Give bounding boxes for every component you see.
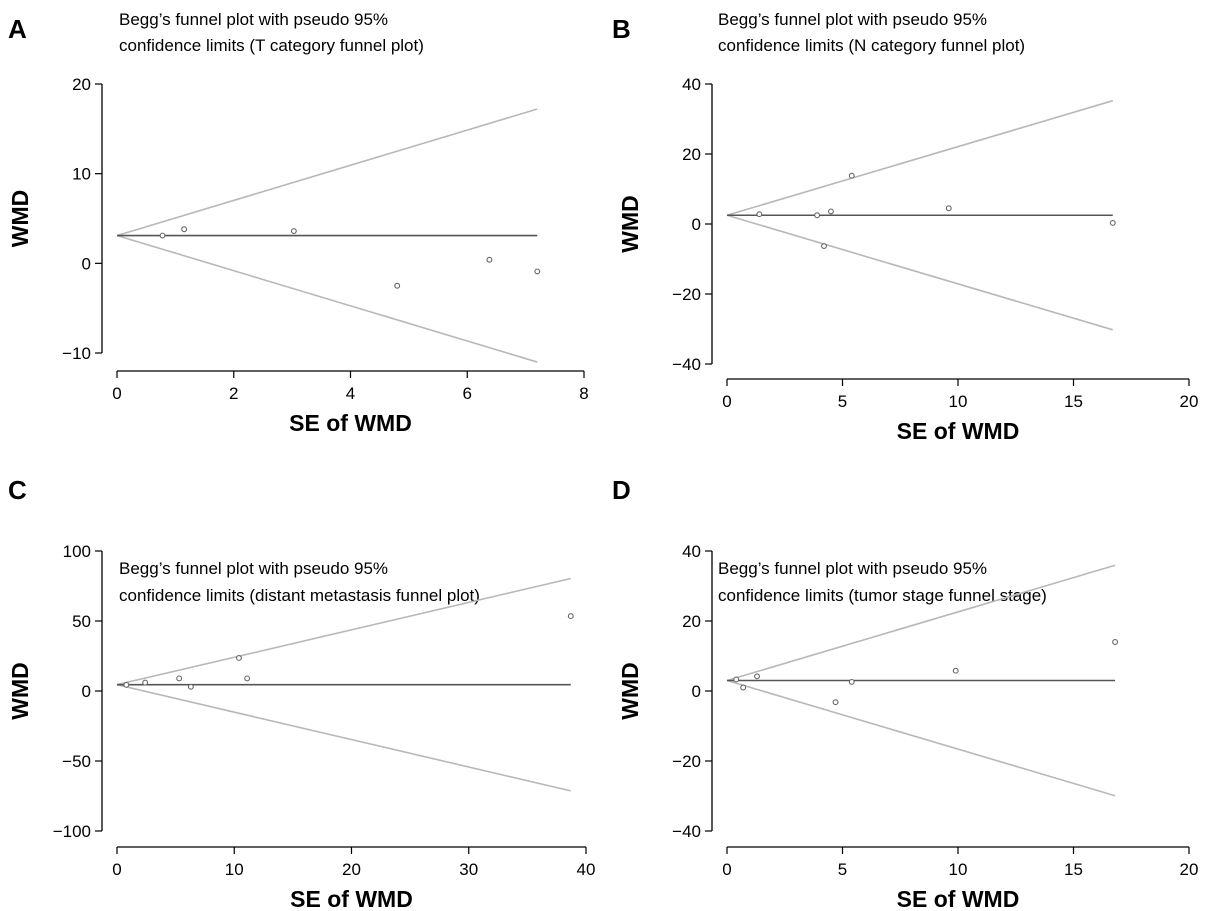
- x-tick-label: 8: [579, 384, 588, 403]
- x-axis-label: SE of WMD: [289, 410, 412, 436]
- study-point: [827, 208, 834, 215]
- x-tick-label: 15: [1064, 392, 1083, 411]
- study-point: [486, 256, 493, 263]
- y-tick-label: 20: [682, 145, 701, 164]
- study-point: [733, 676, 740, 683]
- x-tick-label: 0: [112, 860, 121, 879]
- study-point: [814, 212, 821, 219]
- y-tick-label: −100: [53, 822, 91, 841]
- y-tick-label: 0: [692, 682, 701, 701]
- chart-title-line: confidence limits (T category funnel plo…: [119, 36, 424, 55]
- study-point: [394, 282, 401, 289]
- x-axis-label: SE of WMD: [897, 418, 1020, 444]
- x-tick-label: 10: [949, 860, 968, 879]
- study-point: [290, 228, 297, 235]
- lower-confidence-limit-line: [726, 679, 1116, 797]
- study-point: [952, 667, 959, 674]
- y-tick-label: 40: [682, 75, 701, 94]
- panel-c: C Begg’s funnel plot with pseudo 95% confi…: [7, 475, 595, 911]
- upper-confidence-limit-line: [726, 564, 1116, 682]
- x-tick-label: 20: [1180, 860, 1199, 879]
- study-point: [740, 684, 747, 691]
- study-point: [1109, 220, 1116, 226]
- study-point: [244, 675, 251, 682]
- y-tick-label: 20: [682, 612, 701, 631]
- study-point: [848, 172, 855, 179]
- study-point: [159, 232, 166, 239]
- y-tick-label: 100: [63, 542, 91, 561]
- x-axis-label: SE of WMD: [897, 886, 1020, 911]
- y-tick-label: −10: [62, 344, 91, 363]
- x-tick-label: 0: [722, 860, 731, 879]
- chart-title-line: Begg’s funnel plot with pseudo 95%: [718, 10, 987, 29]
- y-tick-label: 40: [682, 542, 701, 561]
- chart-title-line: confidence limits (distant metastasis fu…: [119, 586, 480, 605]
- lower-confidence-limit-line: [116, 683, 571, 792]
- x-tick-label: 6: [463, 384, 472, 403]
- study-point: [945, 205, 952, 212]
- x-tick-label: 2: [229, 384, 238, 403]
- study-point: [534, 268, 541, 275]
- study-point: [123, 681, 130, 688]
- y-axis-label: WMD: [7, 190, 33, 247]
- x-tick-label: 20: [1180, 392, 1199, 411]
- upper-confidence-limit-line: [726, 99, 1113, 217]
- panel-letter: D: [612, 475, 631, 505]
- upper-confidence-limit-line: [116, 108, 538, 237]
- lower-confidence-limit-line: [726, 214, 1113, 331]
- panel-letter: C: [8, 475, 27, 505]
- study-point: [832, 699, 839, 706]
- x-tick-label: 10: [949, 392, 968, 411]
- x-tick-label: 0: [112, 384, 121, 403]
- panel-a: A Begg’s funnel plot with pseudo 95% confi…: [7, 10, 589, 436]
- y-tick-label: −40: [672, 822, 701, 841]
- study-point: [567, 613, 574, 620]
- x-tick-label: 30: [459, 860, 478, 879]
- study-point: [142, 679, 149, 686]
- y-tick-label: −20: [672, 285, 701, 304]
- study-point: [754, 673, 760, 680]
- y-axis-label: WMD: [617, 195, 643, 252]
- y-tick-label: −50: [62, 752, 91, 771]
- panel-letter: B: [612, 14, 631, 44]
- study-point: [235, 655, 242, 661]
- chart-title-line: confidence limits (N category funnel plo…: [718, 36, 1025, 55]
- chart-title-line: confidence limits (tumor stage funnel st…: [718, 586, 1047, 605]
- y-tick-label: −40: [672, 355, 701, 374]
- x-tick-label: 5: [838, 860, 847, 879]
- y-tick-label: 20: [72, 75, 91, 94]
- chart-title-line: Begg’s funnel plot with pseudo 95%: [718, 559, 987, 578]
- y-tick-label: 0: [82, 254, 91, 273]
- y-axis-label: WMD: [617, 662, 643, 719]
- y-tick-label: 10: [72, 165, 91, 184]
- panel-letter: A: [8, 14, 27, 44]
- x-tick-label: 15: [1064, 860, 1083, 879]
- y-tick-label: 0: [692, 215, 701, 234]
- panel-b: B Begg’s funnel plot with pseudo 95% confi…: [612, 10, 1198, 444]
- x-axis-label: SE of WMD: [290, 886, 413, 911]
- study-point: [848, 678, 855, 685]
- upper-confidence-limit-line: [116, 577, 571, 686]
- study-point: [181, 226, 188, 233]
- y-tick-label: −20: [672, 752, 701, 771]
- x-tick-label: 40: [577, 860, 596, 879]
- lower-confidence-limit-line: [116, 234, 538, 363]
- x-tick-label: 0: [722, 392, 731, 411]
- study-point: [1112, 639, 1119, 645]
- y-axis-label: WMD: [7, 662, 33, 719]
- study-point: [187, 683, 194, 690]
- y-tick-label: 50: [72, 612, 91, 631]
- y-tick-label: 0: [82, 682, 91, 701]
- x-tick-label: 20: [342, 860, 361, 879]
- chart-title-line: Begg’s funnel plot with pseudo 95%: [119, 559, 388, 578]
- study-point: [821, 243, 827, 250]
- x-tick-label: 10: [225, 860, 244, 879]
- panel-d: D Begg’s funnel plot with pseudo 95% confi…: [612, 475, 1198, 911]
- study-point: [176, 675, 183, 682]
- x-tick-label: 4: [346, 384, 355, 403]
- study-point: [756, 211, 763, 218]
- x-tick-label: 5: [838, 392, 847, 411]
- chart-title-line: Begg’s funnel plot with pseudo 95%: [119, 10, 388, 29]
